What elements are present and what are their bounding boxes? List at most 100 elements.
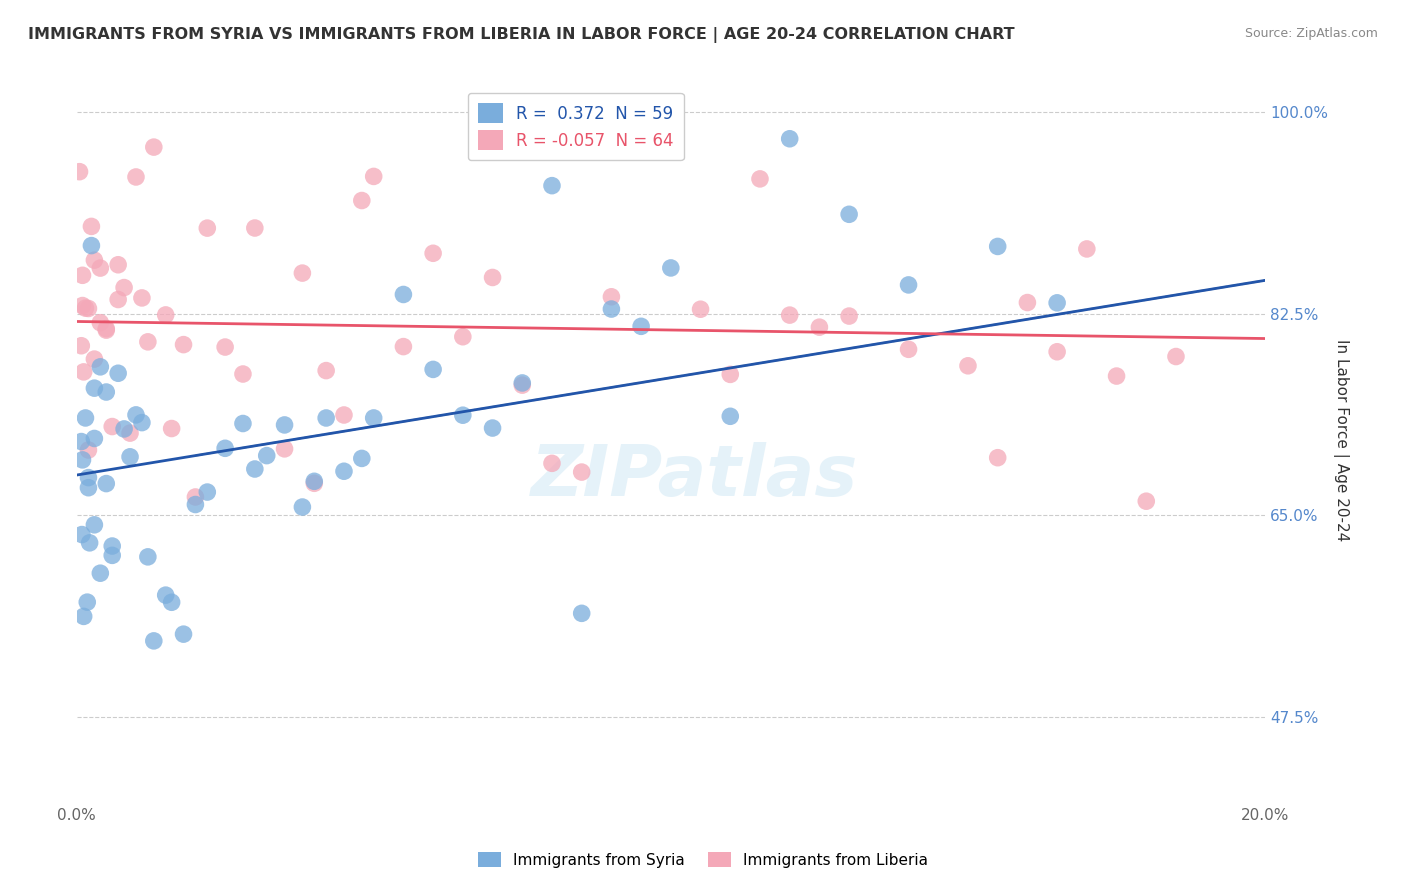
Immigrants from Liberia: [107, 258, 129, 272]
Immigrants from Syria: [315, 411, 337, 425]
Immigrants from Syria: [195, 485, 218, 500]
Immigrants from Syria: [83, 432, 105, 446]
Immigrants from Liberia: [315, 363, 337, 377]
Immigrants from Syria: [155, 588, 177, 602]
Immigrants from Liberia: [125, 169, 148, 184]
Immigrants from Syria: [89, 359, 111, 374]
Immigrants from Liberia: [689, 302, 711, 317]
Immigrants from Syria: [73, 609, 96, 624]
Text: Source: ZipAtlas.com: Source: ZipAtlas.com: [1244, 27, 1378, 40]
Immigrants from Syria: [70, 434, 93, 449]
Y-axis label: In Labor Force | Age 20-24: In Labor Force | Age 20-24: [1333, 339, 1348, 541]
Immigrants from Liberia: [333, 408, 356, 422]
Immigrants from Liberia: [571, 465, 593, 479]
Immigrants from Liberia: [83, 352, 105, 367]
Immigrants from Liberia: [808, 320, 831, 334]
Immigrants from Syria: [718, 409, 741, 424]
Immigrants from Syria: [659, 260, 682, 275]
Immigrants from Liberia: [107, 293, 129, 307]
Immigrants from Syria: [333, 464, 356, 478]
Immigrants from Liberia: [1135, 494, 1157, 508]
Immigrants from Syria: [987, 239, 1010, 253]
Immigrants from Syria: [76, 595, 98, 609]
Immigrants from Liberia: [481, 270, 503, 285]
Immigrants from Liberia: [304, 476, 326, 491]
Immigrants from Liberia: [77, 301, 100, 316]
Immigrants from Syria: [83, 381, 105, 395]
Immigrants from Liberia: [80, 219, 103, 234]
Immigrants from Liberia: [838, 309, 860, 323]
Immigrants from Liberia: [195, 221, 218, 235]
Immigrants from Liberia: [718, 368, 741, 382]
Immigrants from Syria: [392, 287, 415, 301]
Immigrants from Liberia: [363, 169, 385, 184]
Immigrants from Syria: [243, 462, 266, 476]
Immigrants from Syria: [481, 421, 503, 435]
Immigrants from Liberia: [1076, 242, 1098, 256]
Immigrants from Liberia: [72, 299, 94, 313]
Immigrants from Syria: [232, 417, 254, 431]
Immigrants from Syria: [136, 549, 159, 564]
Immigrants from Liberia: [232, 367, 254, 381]
Immigrants from Syria: [101, 539, 124, 553]
Immigrants from Liberia: [112, 280, 135, 294]
Immigrants from Syria: [125, 408, 148, 422]
Immigrants from Syria: [541, 178, 564, 193]
Immigrants from Syria: [96, 476, 118, 491]
Immigrants from Liberia: [1017, 295, 1039, 310]
Immigrants from Liberia: [779, 308, 801, 322]
Immigrants from Syria: [256, 449, 278, 463]
Immigrants from Liberia: [101, 419, 124, 434]
Immigrants from Liberia: [392, 340, 415, 354]
Immigrants from Liberia: [89, 261, 111, 276]
Immigrants from Liberia: [142, 140, 165, 154]
Immigrants from Syria: [214, 442, 236, 456]
Immigrants from Syria: [350, 451, 373, 466]
Immigrants from Liberia: [273, 442, 295, 456]
Immigrants from Syria: [96, 384, 118, 399]
Legend: R =  0.372  N = 59, R = -0.057  N = 64: R = 0.372 N = 59, R = -0.057 N = 64: [468, 93, 683, 161]
Immigrants from Liberia: [214, 340, 236, 354]
Immigrants from Liberia: [72, 268, 94, 283]
Immigrants from Syria: [70, 527, 93, 541]
Immigrants from Liberia: [69, 164, 91, 178]
Immigrants from Syria: [101, 549, 124, 563]
Immigrants from Liberia: [70, 339, 93, 353]
Immigrants from Liberia: [136, 334, 159, 349]
Immigrants from Syria: [184, 498, 207, 512]
Immigrants from Syria: [75, 411, 97, 425]
Immigrants from Syria: [273, 417, 295, 432]
Immigrants from Liberia: [73, 365, 96, 379]
Immigrants from Syria: [89, 566, 111, 581]
Immigrants from Liberia: [96, 321, 118, 335]
Immigrants from Liberia: [749, 172, 772, 186]
Legend: Immigrants from Syria, Immigrants from Liberia: Immigrants from Syria, Immigrants from L…: [471, 844, 935, 875]
Immigrants from Liberia: [350, 194, 373, 208]
Immigrants from Syria: [1046, 295, 1069, 310]
Immigrants from Liberia: [173, 337, 195, 351]
Immigrants from Liberia: [1046, 344, 1069, 359]
Immigrants from Syria: [838, 207, 860, 221]
Immigrants from Syria: [118, 450, 141, 464]
Immigrants from Syria: [363, 411, 385, 425]
Immigrants from Liberia: [83, 253, 105, 268]
Immigrants from Syria: [630, 319, 652, 334]
Immigrants from Syria: [451, 408, 474, 422]
Immigrants from Syria: [77, 481, 100, 495]
Immigrants from Liberia: [243, 221, 266, 235]
Immigrants from Liberia: [184, 490, 207, 504]
Immigrants from Liberia: [422, 246, 444, 260]
Immigrants from Syria: [77, 470, 100, 484]
Immigrants from Liberia: [897, 343, 920, 357]
Immigrants from Syria: [107, 366, 129, 380]
Immigrants from Syria: [173, 627, 195, 641]
Immigrants from Liberia: [541, 456, 564, 470]
Immigrants from Liberia: [75, 301, 97, 315]
Immigrants from Liberia: [131, 291, 153, 305]
Immigrants from Liberia: [1164, 350, 1187, 364]
Immigrants from Syria: [510, 376, 533, 390]
Immigrants from Liberia: [291, 266, 314, 280]
Immigrants from Liberia: [600, 290, 623, 304]
Text: IMMIGRANTS FROM SYRIA VS IMMIGRANTS FROM LIBERIA IN LABOR FORCE | AGE 20-24 CORR: IMMIGRANTS FROM SYRIA VS IMMIGRANTS FROM…: [28, 27, 1015, 43]
Immigrants from Syria: [79, 536, 101, 550]
